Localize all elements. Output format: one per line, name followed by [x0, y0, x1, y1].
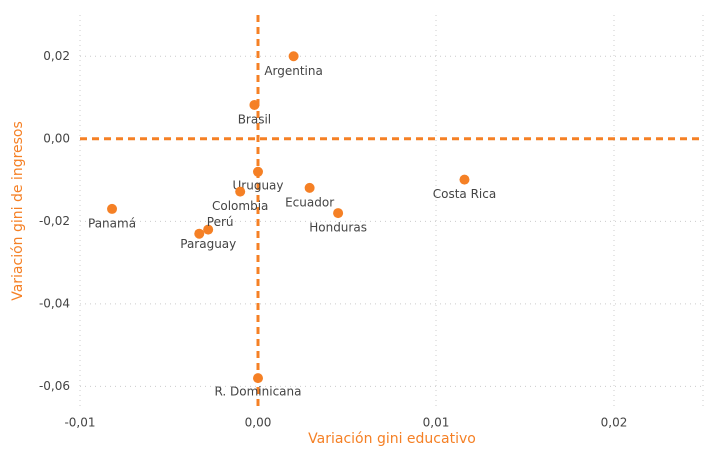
point [107, 203, 118, 214]
point [203, 224, 214, 235]
point [253, 373, 263, 384]
point [194, 228, 205, 239]
point [253, 166, 263, 177]
point-label: R. Dominicana [215, 385, 302, 399]
y-tick-label: -0,04 [39, 296, 70, 310]
point [235, 186, 246, 197]
y-tick-label: -0,06 [39, 379, 70, 393]
point-label: Colombia [212, 199, 268, 213]
point-label: Perú [207, 215, 234, 229]
point [459, 174, 470, 185]
point [288, 51, 299, 62]
point-label: Argentina [264, 64, 323, 78]
point-label: Paraguay [180, 237, 236, 251]
x-tick-label: -0,01 [64, 416, 95, 430]
y-tick-label: -0,02 [39, 214, 70, 228]
y-axis-title: Variación gini de ingresos [10, 121, 26, 301]
point [304, 182, 315, 193]
x-tick-label: 0,02 [601, 416, 628, 430]
point [249, 99, 260, 110]
point-label: Panamá [88, 216, 136, 230]
x-axis-title: Variación gini educativo [308, 431, 476, 447]
point-label: Ecuador [285, 195, 334, 209]
point [333, 208, 344, 219]
y-tick-label: 0,00 [43, 131, 70, 145]
point-label: Brasil [238, 112, 271, 126]
x-tick-label: 0,01 [423, 416, 450, 430]
y-tick-label: 0,02 [43, 49, 70, 63]
point-label: Honduras [309, 221, 367, 235]
point-label: Uruguay [233, 178, 284, 192]
x-tick-label: 0,00 [245, 416, 272, 430]
point-label: Costa Rica [433, 187, 496, 201]
